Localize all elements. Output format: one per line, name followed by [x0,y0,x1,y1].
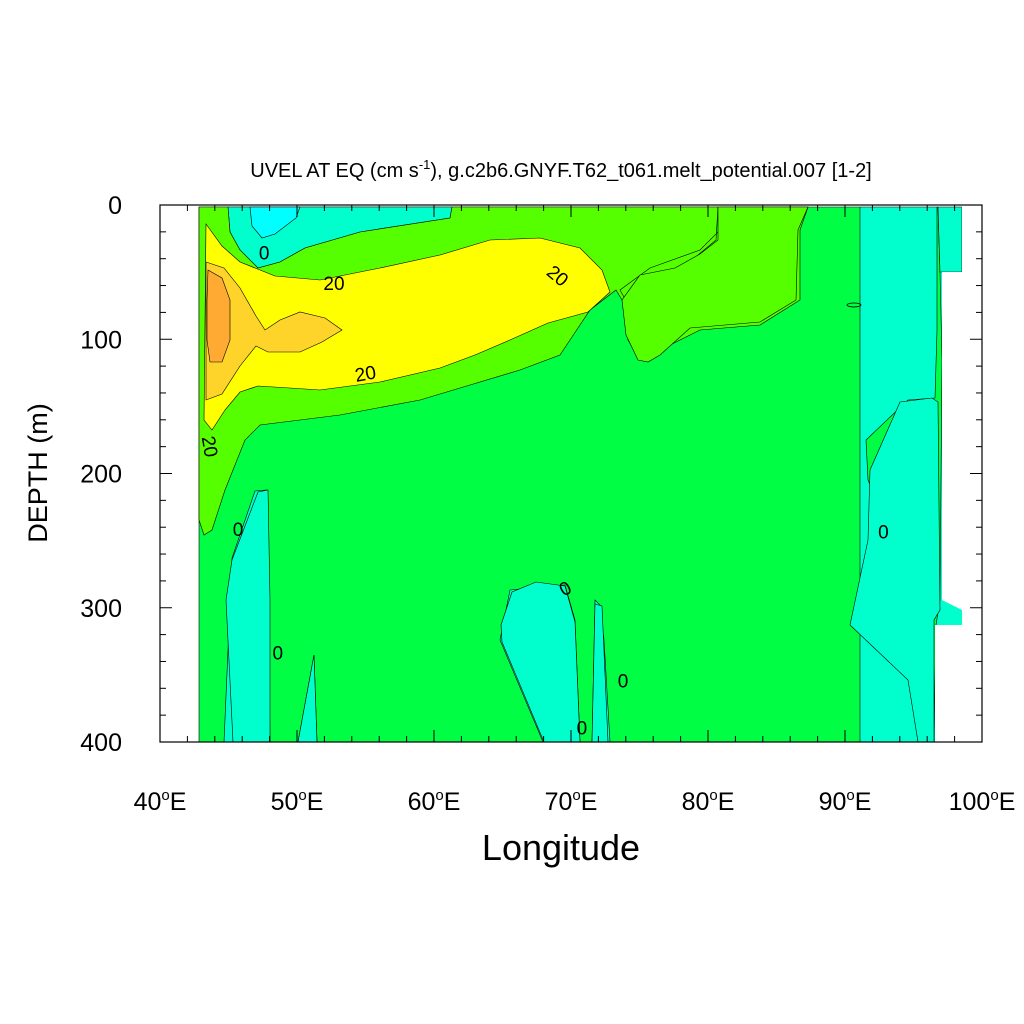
x-tick-label-number: 40 [134,788,162,816]
x-tick-label-degree: o [846,787,854,804]
x-tick-label: 100oE [949,787,1016,816]
x-tick-label: 90oE [819,787,872,816]
y-tick-labels: 0 100 200 300 400 [80,192,122,757]
band-20-30-sliver [621,206,809,363]
x-tick-label-number: 90 [819,788,847,816]
land-mask-southeast [935,625,962,742]
x-tick-label-suffix: E [581,788,598,816]
x-tick-label-suffix: E [444,788,461,816]
x-tick-label: 60oE [408,787,461,816]
land-mask-east [942,272,962,610]
contour-label: 20 [197,435,221,459]
chart-title: UVEL AT EQ (cm s-1), g.c2b6.GNYF.T62_t06… [250,157,872,182]
x-tick-label-degree: o [161,787,169,804]
contour-label: 0 [577,719,588,740]
x-tick-label: 70oE [545,787,598,816]
y-axis-label: DEPTH (m) [23,403,53,542]
contour-label: 0 [618,672,629,693]
y-axis-ticks [160,204,982,743]
x-tick-label-number: 70 [545,788,573,816]
band-0-10-west [225,489,318,743]
x-tick-labels: 40oE 50oE 60oE 70oE 80oE 90oE 100oE [134,787,1016,816]
x-tick-label-suffix: E [170,788,187,816]
contour-small-ellipse [846,302,862,308]
x-axis-label: Longitude [482,827,640,868]
x-tick-label: 50oE [271,787,324,816]
x-tick-label-suffix: E [999,788,1016,816]
band-40-50 [205,261,343,401]
x-tick-label-degree: o [709,787,717,804]
contour-label: 0 [273,643,284,664]
plot-frame [159,204,983,743]
x-tick-label-suffix: E [718,788,735,816]
x-tick-label-number: 60 [408,788,436,816]
x-tick-label-number: 50 [271,788,299,816]
x-tick-label-suffix: E [855,788,872,816]
x-tick-label-degree: o [298,787,306,804]
x-tick-label-degree: o [572,787,580,804]
contour-label: 20 [353,362,377,386]
x-tick-label-suffix: E [307,788,324,816]
chart-title-superscript: -1 [419,157,431,172]
x-tick-label-degree: o [435,787,443,804]
chart-title-prefix: UVEL AT EQ (cm s [250,160,419,182]
contour-label: 0 [259,243,270,264]
band-30-40 [203,223,611,431]
x-tick-label-number: 100 [949,788,991,816]
x-tick-label-number: 80 [682,788,710,816]
y-tick-label: 400 [80,729,122,757]
band-0-10-east [849,397,941,743]
y-tick-label: 100 [80,326,122,354]
contour-label: 20 [323,274,344,295]
band-negative [249,206,301,239]
x-tick-label: 40oE [134,787,187,816]
y-tick-label: 0 [108,192,122,220]
band-50-plus [206,269,231,363]
x-tick-label-degree: o [990,787,998,804]
contour-label: 0 [878,523,889,544]
y-tick-label: 200 [80,461,122,489]
chart-title-suffix: ), g.c2b6.GNYF.T62_t061.melt_potential.0… [430,160,871,182]
plot-area [160,205,982,743]
band-0-10-ne [937,206,963,273]
contour-label: 0 [233,520,244,541]
x-tick-label: 80oE [682,787,735,816]
y-tick-label: 300 [80,595,122,623]
